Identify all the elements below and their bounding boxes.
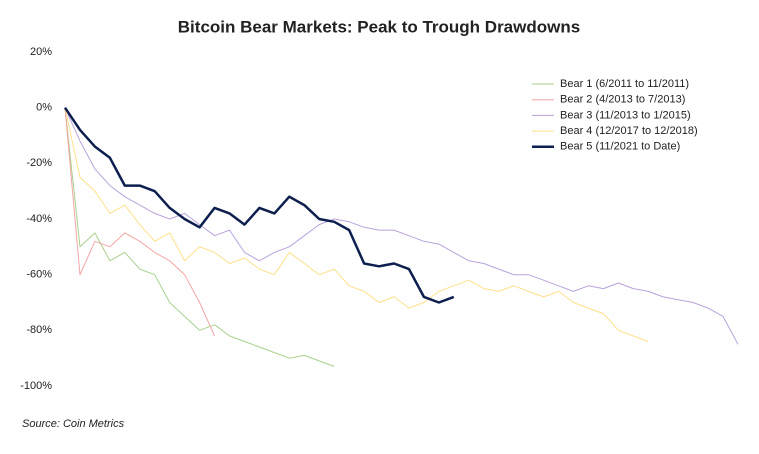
series-line [64,107,335,367]
series-line [64,107,216,337]
y-tick-label: -80% [26,324,52,336]
y-tick-label: -40% [26,213,52,225]
legend-label: Bear 3 (11/2013 to 1/2015) [560,109,691,121]
y-tick-label: 0% [36,102,52,114]
series-line [64,107,739,345]
legend-label: Bear 5 (11/2021 to Date) [560,141,680,153]
source-note: Source: Coin Metrics [22,418,125,430]
series-line [63,107,455,304]
y-tick-label: -20% [26,157,52,169]
legend-label: Bear 4 (12/2017 to 12/2018) [560,125,698,137]
series-line [64,107,649,342]
legend-label: Bear 1 (6/2011 to 11/2011) [560,78,689,90]
y-tick-label: -100% [20,380,52,392]
chart-title: Bitcoin Bear Markets: Peak to Trough Dra… [178,17,580,36]
legend-label: Bear 2 (4/2013 to 7/2013) [560,94,685,106]
y-tick-label: 20% [30,46,52,58]
y-tick-label: -60% [26,269,52,281]
